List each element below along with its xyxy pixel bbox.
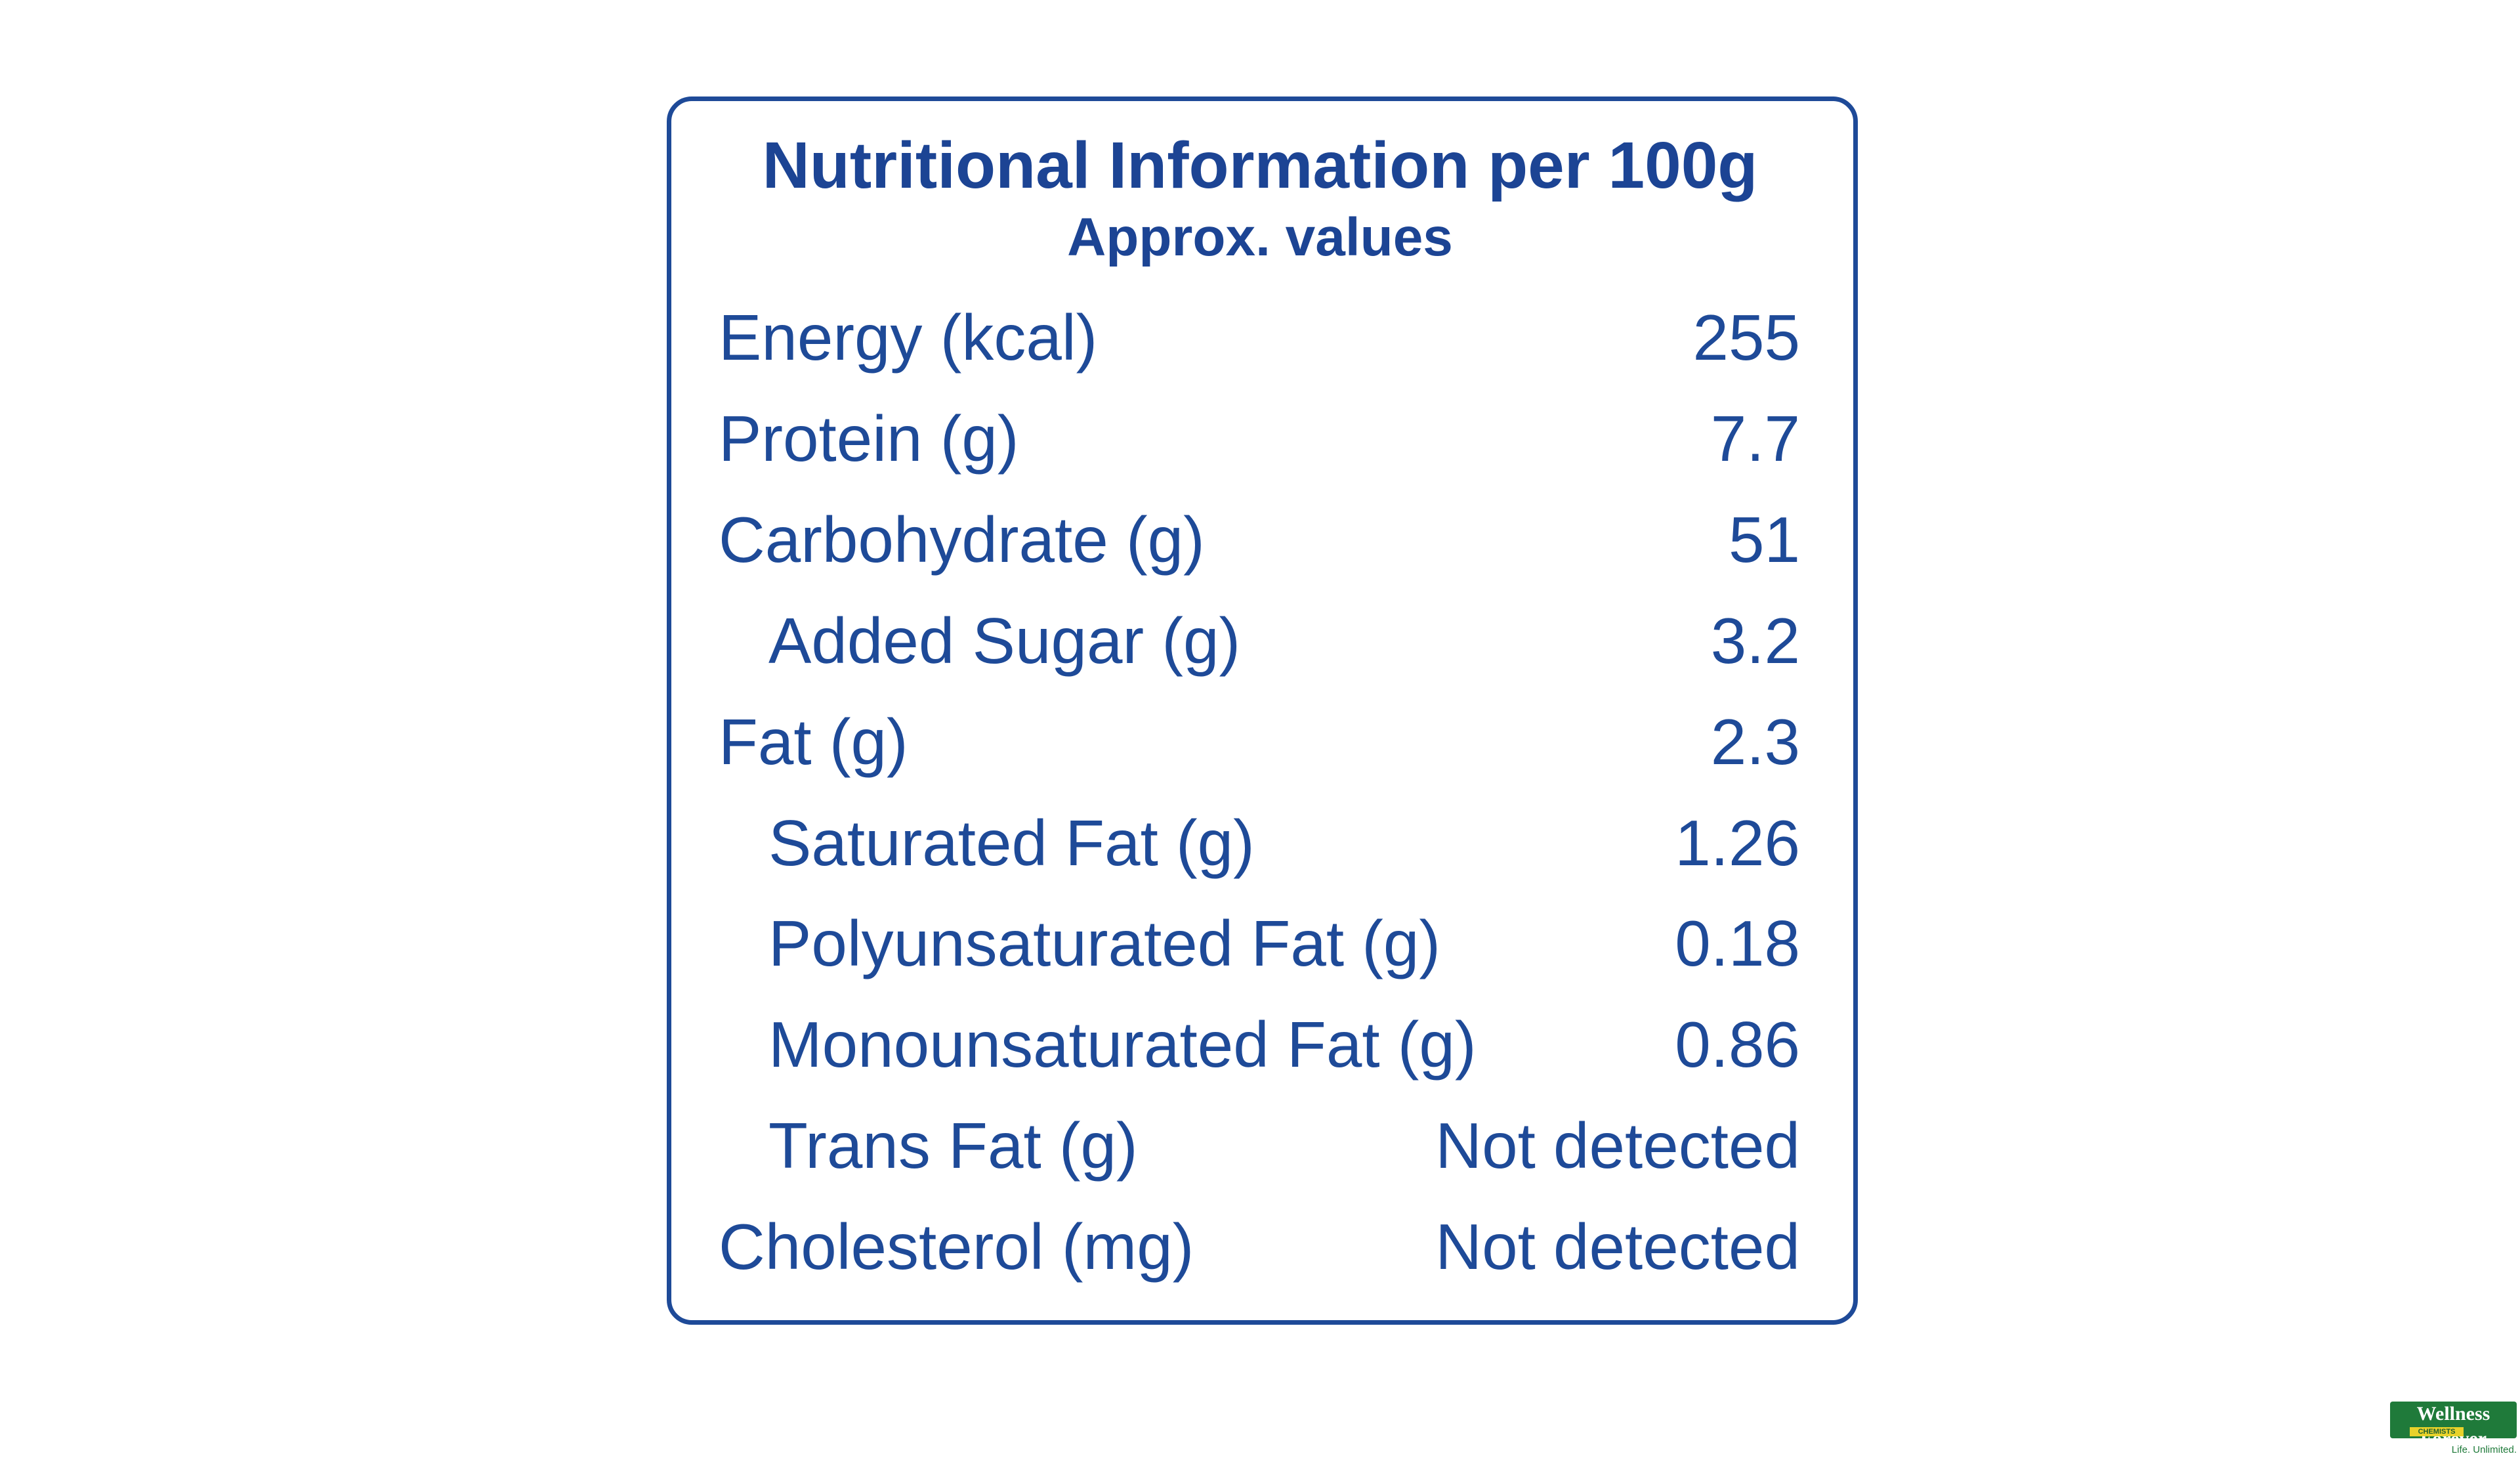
row-label: Carbohydrate (g) bbox=[719, 503, 1205, 576]
row-label: Monounsaturated Fat (g) bbox=[768, 1008, 1477, 1081]
logo-subtitle: CHEMISTS bbox=[2410, 1427, 2464, 1436]
row-value: 255 bbox=[1692, 301, 1800, 374]
row-value: 0.18 bbox=[1675, 907, 1800, 980]
row-value: 1.26 bbox=[1675, 806, 1800, 879]
panel-subtitle: Approx. values bbox=[1067, 207, 1453, 267]
row-label: Energy (kcal) bbox=[719, 301, 1098, 374]
row-label: Fat (g) bbox=[719, 705, 908, 778]
panel-title: Nutritional Information per 100g bbox=[762, 129, 1758, 202]
row-value: Not detected bbox=[1435, 1211, 1800, 1283]
row-label: Added Sugar (g) bbox=[768, 604, 1241, 677]
row-label: Saturated Fat (g) bbox=[768, 806, 1255, 879]
row-value: 7.7 bbox=[1710, 402, 1800, 475]
row-value: 0.86 bbox=[1675, 1008, 1800, 1081]
row-value: Not detected bbox=[1435, 1109, 1800, 1182]
row-label: Protein (g) bbox=[719, 402, 1019, 475]
row-value: 2.3 bbox=[1710, 705, 1800, 778]
row-label: Polyunsaturated Fat (g) bbox=[768, 907, 1441, 980]
row-value: 51 bbox=[1728, 503, 1800, 576]
row-label: Cholesterol (mg) bbox=[719, 1211, 1194, 1283]
nutrition-panel bbox=[667, 96, 1858, 1325]
logo-tagline: Life. Unlimited. bbox=[2451, 1444, 2517, 1455]
row-value: 3.2 bbox=[1710, 604, 1800, 677]
row-label: Trans Fat (g) bbox=[768, 1109, 1138, 1182]
